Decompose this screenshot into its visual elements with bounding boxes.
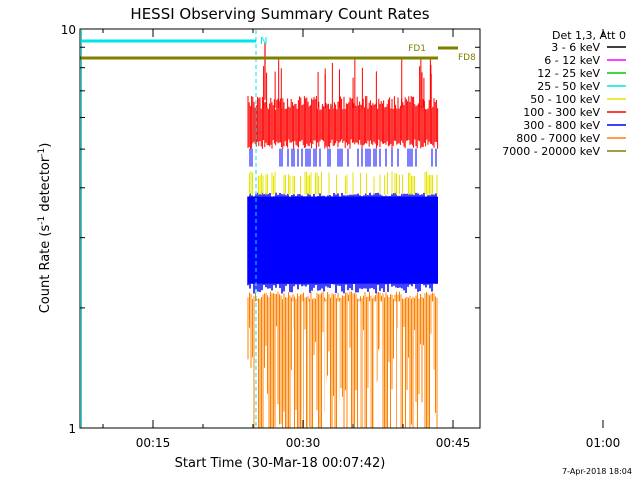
- legend-title: Det 1,3, Att 0: [552, 29, 626, 42]
- x-tick-label: 00:45: [436, 436, 471, 450]
- y-tick-label: 10: [61, 23, 76, 37]
- y-tick-label: 1: [68, 422, 76, 436]
- x-tick-label: 00:15: [136, 436, 171, 450]
- legend-label: 25 - 50 keV: [537, 80, 600, 93]
- legend-label: 6 - 12 keV: [544, 54, 600, 67]
- y-axis-label: Count Rate (s-1 detector-1): [37, 143, 53, 314]
- annotation-fd8: FD8: [458, 53, 476, 63]
- legend-label: 50 - 100 keV: [530, 93, 600, 106]
- legend-label: 300 - 800 keV: [523, 119, 600, 132]
- legend-label: 3 - 6 keV: [551, 41, 600, 54]
- chart-title: HESSI Observing Summary Count Rates: [130, 5, 429, 23]
- timestamp: 7-Apr-2018 18:04: [562, 467, 632, 476]
- legend-label: 12 - 25 keV: [537, 67, 600, 80]
- x-axis-label: Start Time (30-Mar-18 00:07:42): [175, 456, 386, 471]
- x-tick-label: 01:00: [586, 436, 621, 450]
- plot-frame: [79, 28, 481, 429]
- x-tick-label: 00:30: [286, 436, 321, 450]
- legend-label: 100 - 300 keV: [523, 106, 600, 119]
- plot-area: N FD1 FD8: [80, 30, 476, 428]
- annotation-n: N: [260, 36, 267, 47]
- legend-label: 7000 - 20000 keV: [502, 145, 600, 158]
- legend-label: 800 - 7000 keV: [516, 132, 600, 145]
- annotation-fd1: FD1: [408, 44, 426, 54]
